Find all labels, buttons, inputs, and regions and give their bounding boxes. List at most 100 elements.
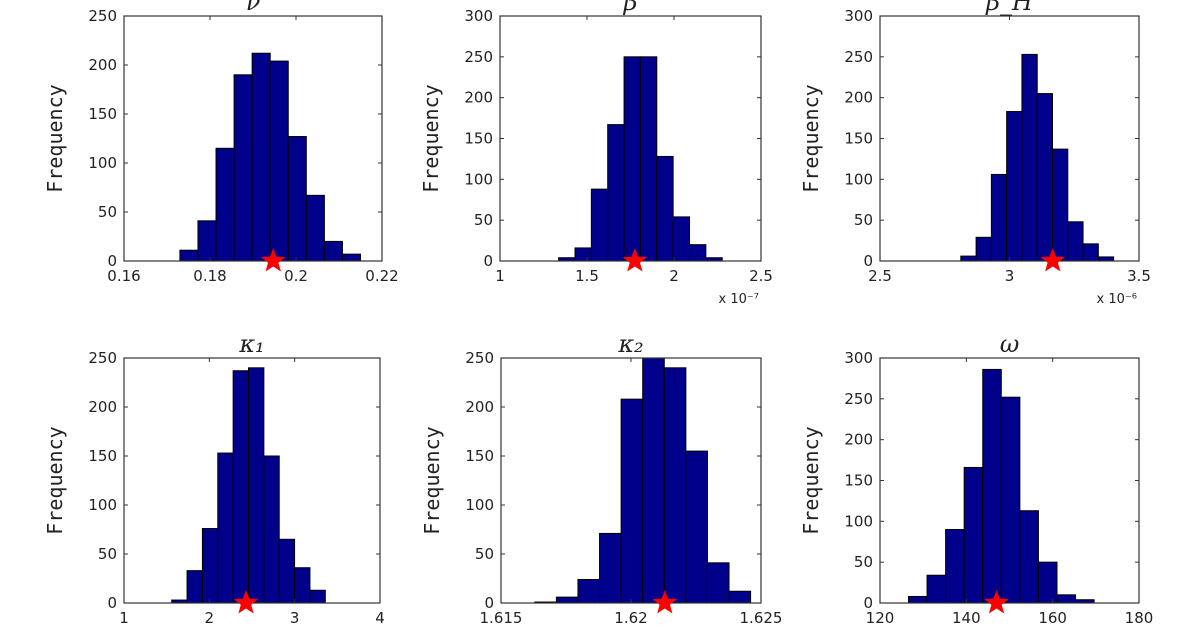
histogram-bar (197, 220, 217, 262)
histogram-bar (907, 595, 928, 604)
y-tick-label: 0 (484, 594, 494, 612)
y-tick-label: 300 (464, 7, 493, 25)
red-star-marker (622, 248, 648, 272)
histogram-bar (975, 236, 992, 262)
y-tick-label: 150 (88, 447, 117, 465)
y-tick-label: 300 (844, 349, 873, 367)
x-tick-label: 2.5 (749, 267, 773, 285)
histogram-bar (577, 578, 601, 604)
x-tick-label: 1.5 (575, 267, 599, 285)
y-tick-label: 100 (88, 496, 117, 514)
histogram-panel: 0 50 100 150 200 250 1.615 1.62 1.625 Frequency κ₂ (420, 330, 782, 627)
y-tick-label: 200 (464, 89, 493, 107)
histogram-bar (269, 60, 289, 262)
histogram-bar (607, 124, 625, 262)
red-star-marker (652, 590, 678, 614)
y-axis-label: Frequency (43, 84, 67, 192)
y-axis-label: Frequency (419, 84, 443, 192)
x-axis-multiplier: x 10⁻⁷ (719, 292, 759, 307)
panel-title: κ₂ (617, 330, 643, 358)
y-axis-label: Frequency (420, 426, 444, 534)
histogram-bar (1006, 111, 1023, 262)
x-tick-label: 3 (290, 609, 300, 627)
panel-title: ω (1000, 330, 1020, 358)
y-tick-label: 250 (88, 7, 117, 25)
panel-title: κ₁ (238, 330, 264, 358)
x-tick-label: 1.615 (480, 609, 523, 627)
y-tick-label: 150 (465, 447, 494, 465)
histogram-bar (251, 52, 271, 262)
x-tick-label: 1.625 (740, 609, 783, 627)
y-tick-label: 300 (844, 7, 873, 25)
histogram-panel: 0 50 100 150 200 250 0.16 0.18 0.2 0.22 Frequency ν (43, 0, 399, 285)
y-tick-label: 150 (844, 130, 873, 148)
histogram-bar (960, 255, 977, 262)
histogram-bar (248, 367, 265, 604)
y-tick-label: 200 (88, 56, 117, 74)
histogram-bar (305, 194, 325, 262)
y-tick-label: 150 (88, 105, 117, 123)
histogram-bar (1021, 53, 1038, 262)
y-tick-label: 100 (465, 496, 494, 514)
x-tick-label: 2 (669, 267, 679, 285)
y-tick-label: 200 (844, 89, 873, 107)
y-tick-label: 0 (107, 252, 117, 270)
histogram-bar (990, 173, 1008, 262)
y-tick-label: 50 (854, 211, 873, 229)
y-tick-label: 50 (854, 553, 873, 571)
y-tick-label: 50 (475, 545, 494, 563)
x-tick-label: 1.62 (614, 609, 647, 627)
histogram-bar (728, 590, 752, 604)
y-tick-label: 50 (98, 203, 117, 221)
histogram-bar (1056, 594, 1077, 604)
y-tick-label: 150 (464, 130, 493, 148)
histogram-bar (278, 538, 296, 604)
x-tick-label: 120 (866, 609, 895, 627)
x-tick-label: 180 (1125, 609, 1154, 627)
y-axis-label: Frequency (43, 426, 67, 534)
histogram-bar (685, 450, 708, 604)
y-axis-label: Frequency (799, 426, 823, 534)
y-tick-label: 50 (474, 211, 493, 229)
histogram-bar (217, 452, 234, 604)
histogram-panel: 0 50 100 150 200 250 300 120 140 160 180 Frequency ω (799, 330, 1153, 627)
histogram-bar (663, 367, 687, 604)
histogram-bar (574, 247, 592, 262)
y-tick-label: 200 (465, 398, 494, 416)
x-tick-label: 140 (952, 609, 981, 627)
y-tick-label: 0 (863, 594, 873, 612)
y-tick-label: 250 (464, 48, 493, 66)
histogram-bar (706, 562, 730, 604)
x-tick-label: 2 (205, 609, 215, 627)
x-tick-label: 3 (1005, 267, 1015, 285)
y-tick-label: 0 (863, 252, 873, 270)
x-tick-label: 4 (375, 609, 385, 627)
y-axis-label: Frequency (799, 84, 823, 192)
y-tick-label: 250 (844, 390, 873, 408)
histogram-bar (642, 357, 665, 604)
histogram-bar (623, 56, 641, 262)
y-tick-label: 200 (88, 398, 117, 416)
y-tick-label: 0 (483, 252, 493, 270)
histogram-bar (620, 398, 644, 604)
x-tick-label: 3.5 (1127, 267, 1151, 285)
histogram-bar (341, 253, 362, 262)
histogram-bar (215, 147, 235, 262)
y-tick-label: 250 (465, 349, 494, 367)
histogram-bar (287, 136, 307, 262)
y-tick-label: 100 (88, 154, 117, 172)
histogram-bar (1097, 256, 1115, 262)
y-tick-label: 200 (844, 431, 873, 449)
histogram-panel: 0 50 100 150 200 250 300 2.5 3 3.5 x 10⁻⁶ Frequency… (799, 0, 1151, 307)
x-tick-label: 0.16 (107, 267, 140, 285)
y-tick-label: 100 (464, 170, 493, 188)
histogram-bar (232, 370, 250, 604)
histogram-bar (294, 567, 311, 604)
y-tick-label: 0 (107, 594, 117, 612)
histogram-bar (639, 56, 658, 262)
histogram-bar (1082, 243, 1099, 262)
histogram-bar (963, 466, 984, 604)
histogram-bar (926, 574, 947, 604)
